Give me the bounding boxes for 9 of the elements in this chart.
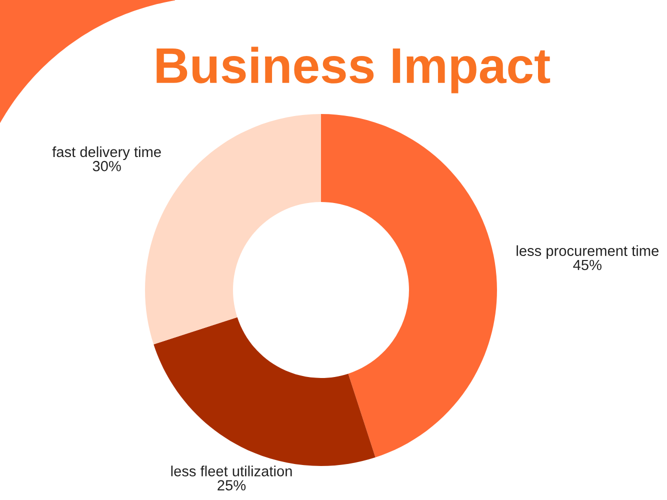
slice-label: fast delivery time: [52, 146, 161, 160]
slice-label: less procurement time: [516, 245, 658, 259]
data-label: 30%: [92, 160, 121, 172]
data-label: 45%: [573, 260, 602, 270]
slice-label: less fleet utilization: [171, 466, 292, 476]
data-label: 25%: [218, 480, 246, 490]
donut-slice: [154, 317, 376, 466]
chart-title: Business Impact: [156, 46, 550, 94]
donut-slice: [321, 114, 497, 458]
